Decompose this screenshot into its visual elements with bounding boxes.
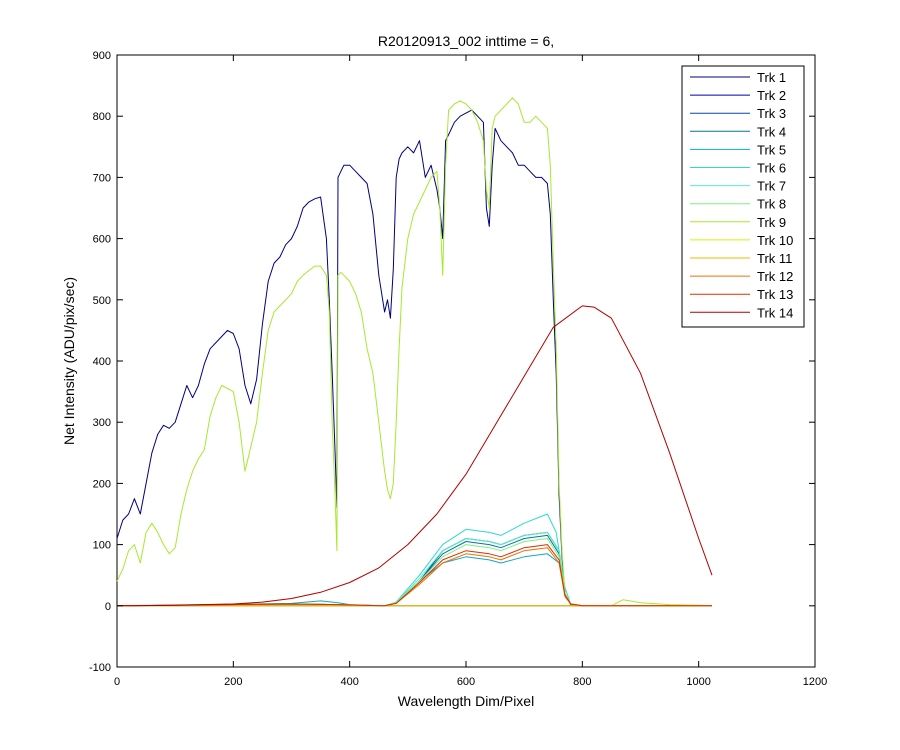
legend-label: Trk 11 xyxy=(757,251,792,266)
y-tick-label: 200 xyxy=(93,478,111,490)
x-tick-label: 200 xyxy=(224,676,242,688)
series-line-trk-9 xyxy=(116,97,713,607)
y-axis-label: Net Intensity (ADU/pix/sec) xyxy=(61,277,77,445)
legend-label: Trk 3 xyxy=(757,106,786,121)
y-tick-label: -100 xyxy=(89,662,111,674)
y-tick-label: 300 xyxy=(93,417,111,429)
y-tick-label: 400 xyxy=(93,356,111,368)
y-tick-label: 500 xyxy=(93,295,111,307)
legend-label: Trk 6 xyxy=(757,161,786,176)
legend-label: Trk 12 xyxy=(757,269,793,284)
y-tick-label: 100 xyxy=(93,540,111,552)
legend-label: Trk 4 xyxy=(757,124,786,139)
y-tick-label: 700 xyxy=(93,172,111,184)
x-tick-label: 600 xyxy=(457,676,475,688)
x-tick-label: 0 xyxy=(114,676,120,688)
legend-label: Trk 8 xyxy=(757,197,786,212)
y-axis-ticks: -100 0 100 200 300 400 500 600 700 800 900 xyxy=(89,50,815,674)
series-group xyxy=(116,97,713,607)
x-tick-label: 400 xyxy=(340,676,358,688)
legend-label: Trk 9 xyxy=(757,215,786,230)
x-axis-ticks: 0 200 400 600 800 1000 1200 xyxy=(114,55,827,688)
x-axis-label: Wavelength Dim/Pixel xyxy=(398,693,534,709)
legend-label: Trk 10 xyxy=(757,233,793,248)
series-line-trk-14 xyxy=(116,305,713,607)
series-line-trk-1 xyxy=(116,109,712,607)
legend-label: Trk 1 xyxy=(757,70,786,85)
legend-label: Trk 14 xyxy=(757,305,793,320)
legend-label: Trk 13 xyxy=(757,287,793,302)
legend-label: Trk 5 xyxy=(757,142,786,157)
y-tick-label: 800 xyxy=(93,111,111,123)
chart-title: R20120913_002 inttime = 6, xyxy=(378,33,554,49)
legend-box xyxy=(681,65,805,328)
x-tick-label: 1000 xyxy=(686,676,710,688)
legend-label: Trk 2 xyxy=(757,88,786,103)
legend-items: Trk 1 Trk 2 Trk 3 Trk 4 Trk 5 Trk 6 Trk 7 Trk 8… xyxy=(690,70,793,320)
legend-label: Trk 7 xyxy=(757,179,786,194)
legend: Trk 1 Trk 2 Trk 3 Trk 4 Trk 5 Trk 6 Trk 7 Trk 8… xyxy=(681,65,805,328)
y-tick-label: 900 xyxy=(93,50,111,62)
series-line-trk-13 xyxy=(116,544,712,607)
y-tick-label: 0 xyxy=(105,601,111,613)
x-tick-label: 1200 xyxy=(803,676,827,688)
x-tick-label: 800 xyxy=(573,676,591,688)
y-tick-label: 600 xyxy=(93,234,111,246)
